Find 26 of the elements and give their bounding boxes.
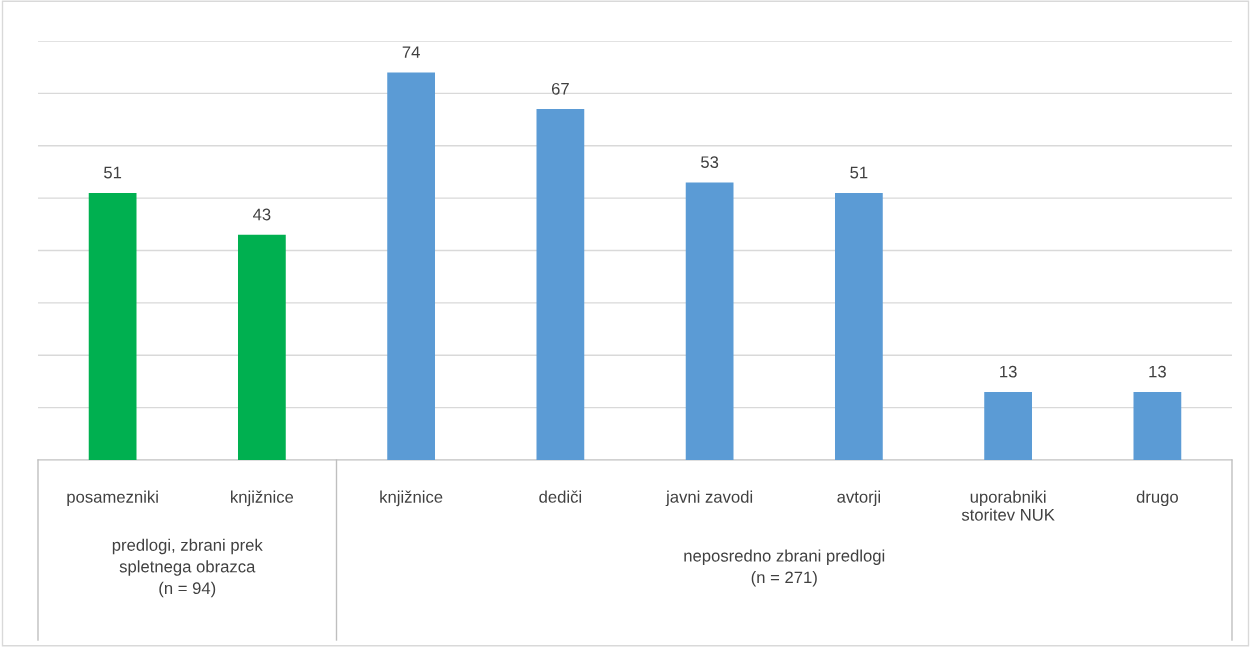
bar (835, 192, 883, 460)
data-label: 51 (850, 166, 868, 179)
x-tick-label: javni zavodi (665, 490, 753, 507)
bar (238, 234, 286, 460)
data-label: 53 (701, 156, 719, 169)
data-label: 13 (1000, 365, 1017, 378)
x-tick-label: uporabniki storitev NUK (961, 490, 1055, 521)
x-tick-label: dediči (539, 490, 582, 503)
data-label: 51 (104, 166, 122, 179)
bar (984, 391, 1033, 460)
x-tick-label: drugo (1136, 490, 1178, 507)
x-tick-label: knjižnice (380, 490, 443, 507)
text: neposredno zbrani predlogi (n = 271) (684, 549, 885, 587)
x-tick-label: posamezniki (67, 490, 158, 507)
bar (685, 182, 734, 460)
data-label: 43 (252, 208, 271, 221)
bar (1133, 391, 1182, 460)
data-label: 74 (402, 46, 420, 58)
bar (536, 109, 585, 460)
bar (387, 72, 436, 460)
x-tick-label: knjižnice (231, 490, 294, 507)
bar (88, 192, 137, 460)
text: predlogi, zbrani prek spletnega obrazca (n = 94) (112, 538, 263, 598)
x-tick-label: avtorji (837, 490, 880, 507)
data-label: 13 (1149, 365, 1166, 378)
data-label: 67 (551, 82, 569, 95)
